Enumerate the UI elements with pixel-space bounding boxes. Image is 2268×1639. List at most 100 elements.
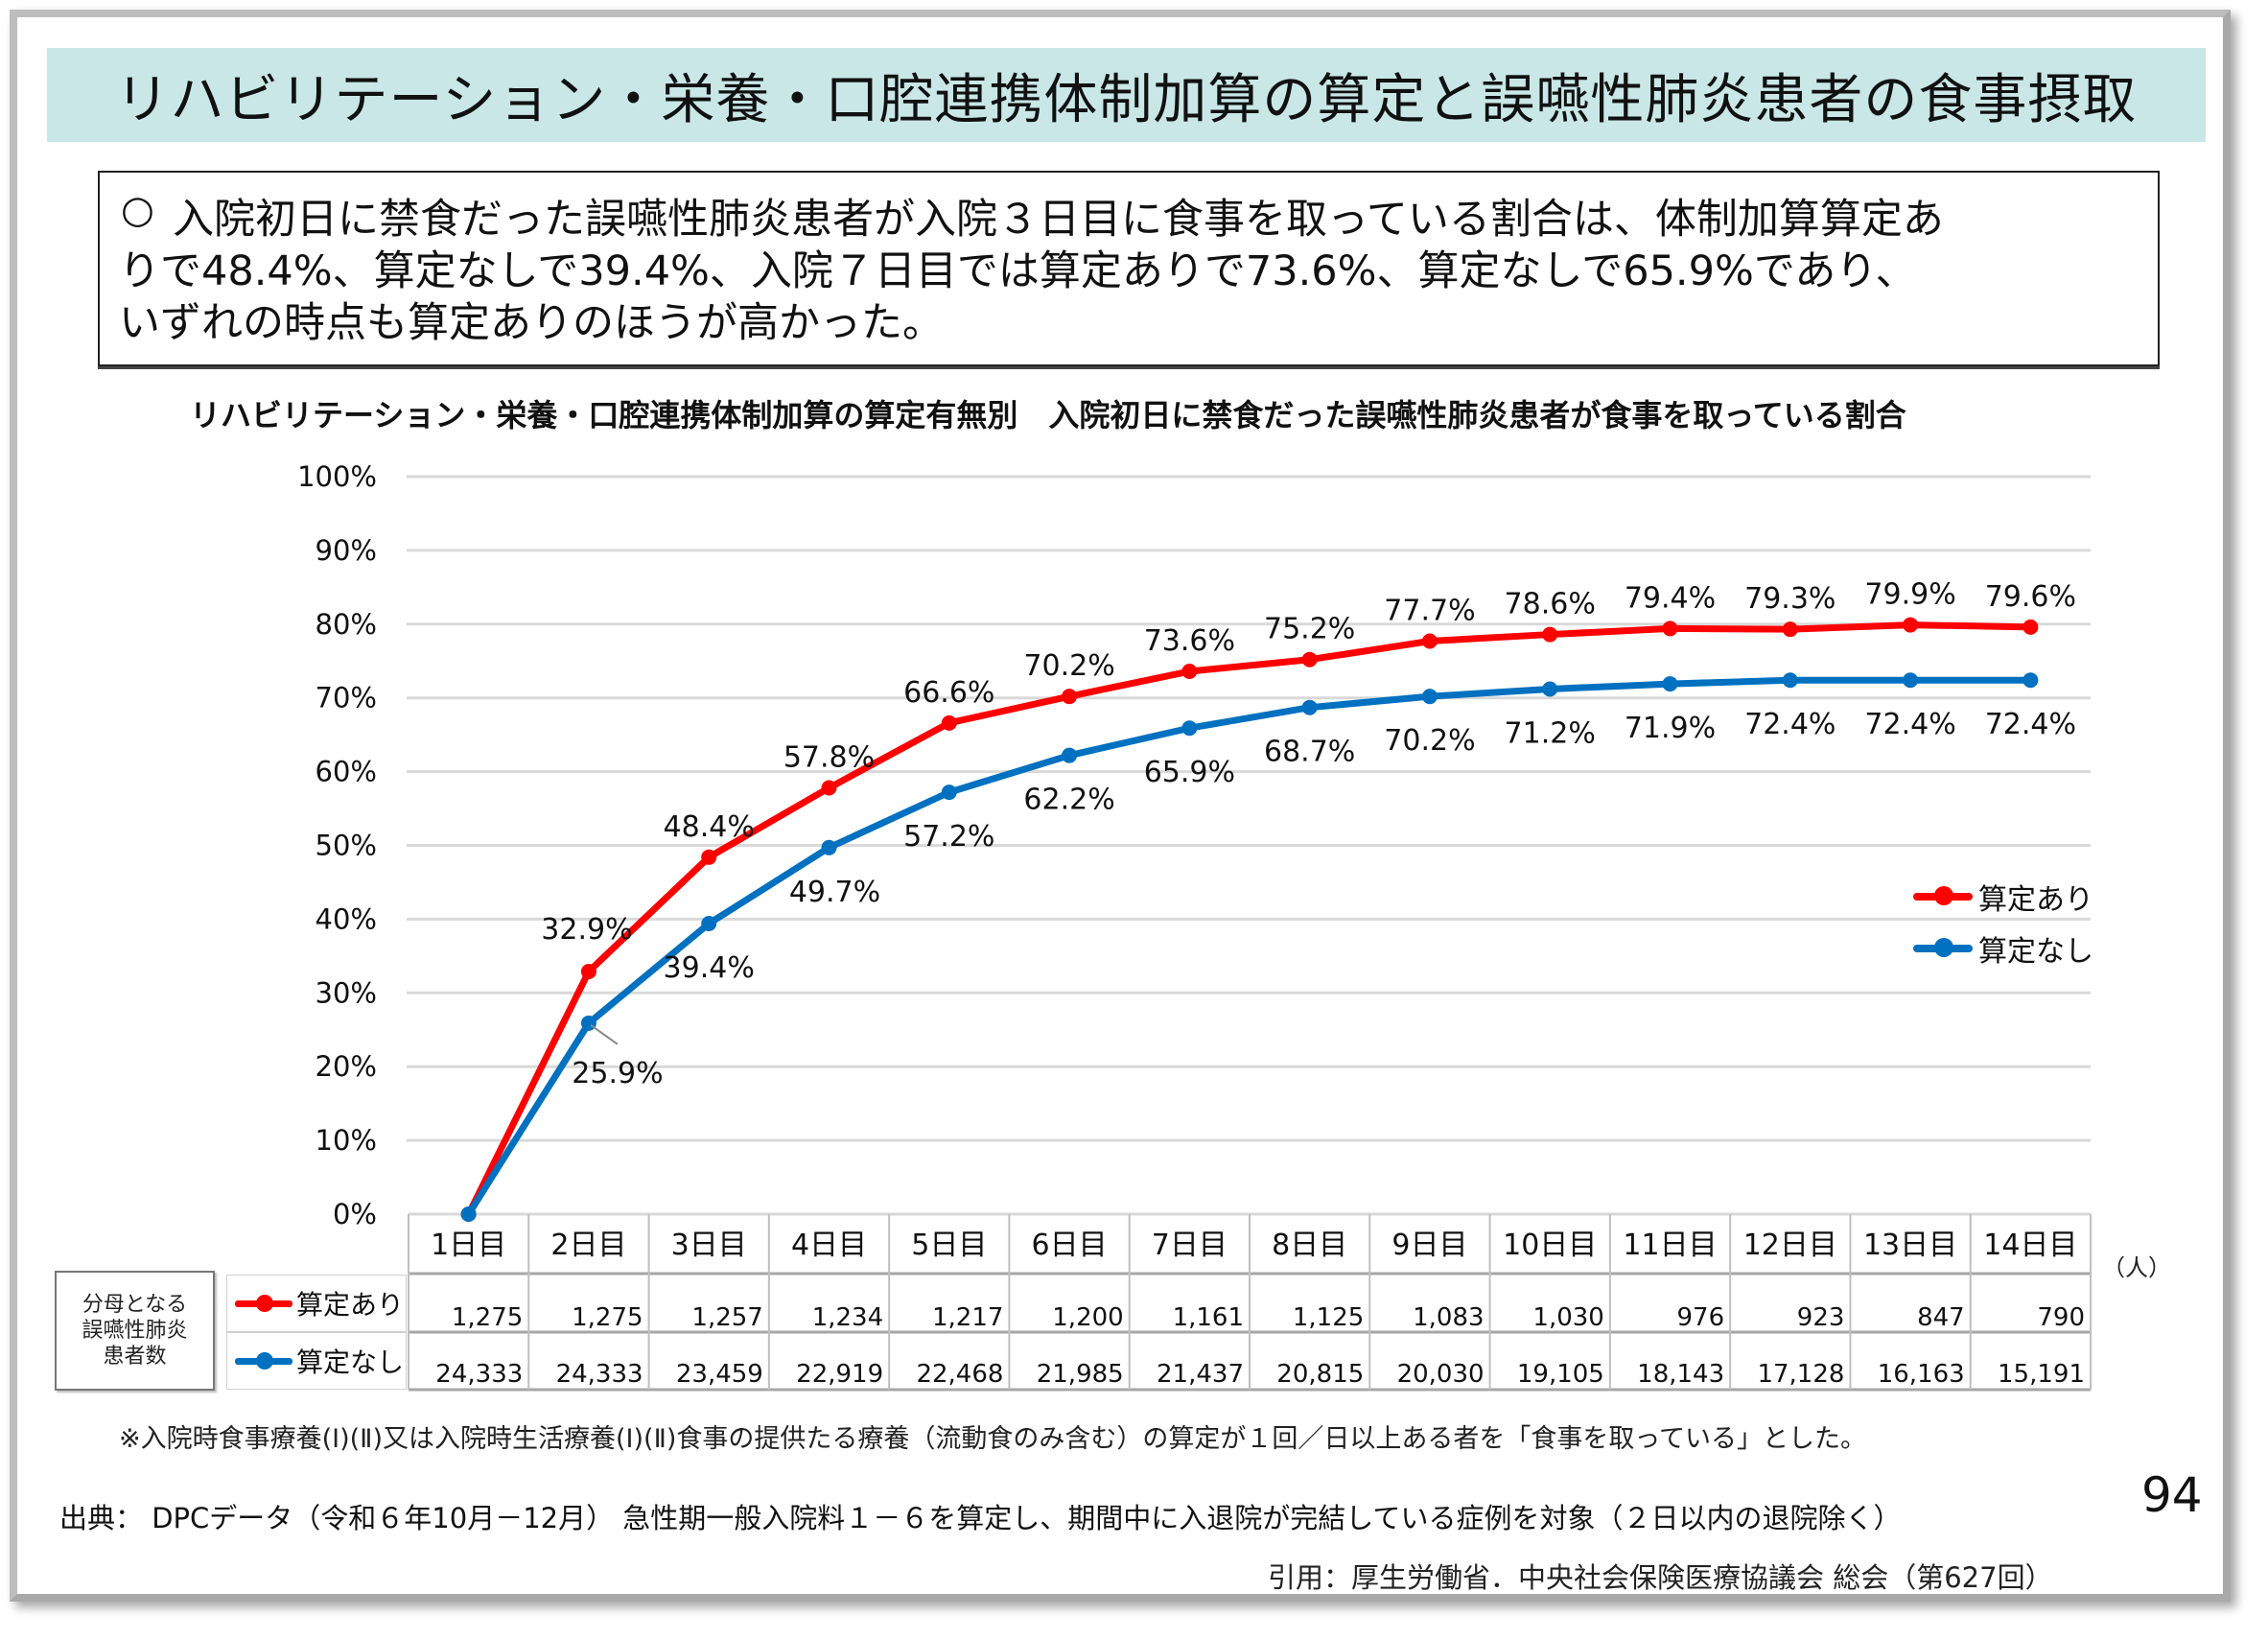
- x-category-label: 1日目: [431, 1229, 506, 1262]
- y-tick-label: 100%: [297, 460, 377, 493]
- data-label: 70.2%: [1023, 649, 1114, 683]
- data-labels: 32.9% 48.4% 57.8% 66.6% 70.2% 73.6% 75.2% 77.7%…: [541, 578, 2076, 1090]
- table-cell: 22,919: [796, 1360, 883, 1389]
- denominator-label-line-2: 誤嚥性肺炎: [82, 1319, 188, 1343]
- slide-title: リハビリテーション・栄養・口腔連携体制加算の算定と誤嚥性肺炎患者の食事摂取: [115, 68, 2138, 131]
- table-cell: 1,161: [1173, 1303, 1244, 1332]
- data-label: 72.4%: [1985, 708, 2076, 741]
- table-cell: 19,105: [1517, 1360, 1604, 1389]
- table-cell: 1,200: [1052, 1303, 1123, 1332]
- x-category-label: 14日目: [1983, 1229, 2077, 1262]
- table-cell: 1,083: [1413, 1303, 1484, 1332]
- data-point: [1782, 621, 1798, 638]
- red-line-marker-icon: [1913, 886, 1973, 905]
- data-label: 70.2%: [1384, 724, 1475, 758]
- data-point: [1542, 681, 1558, 697]
- x-category-label: 4日目: [791, 1229, 867, 1262]
- x-category-label: 6日目: [1032, 1229, 1108, 1262]
- y-tick-label: 90%: [316, 534, 377, 567]
- legend-item-with: 算定あり: [1913, 871, 2093, 923]
- data-point: [460, 1206, 477, 1222]
- data-label: 78.6%: [1505, 588, 1596, 621]
- citation: 引用：厚生労働省．中央社会保険医療協議会 総会（第627回）: [1268, 1561, 2053, 1594]
- summary-line-2: りで48.4%、算定なしで39.4%、入院７日目では算定ありで73.6%、算定な…: [119, 247, 1917, 295]
- table-row-name-without: 算定なし: [296, 1346, 405, 1378]
- data-label: 65.9%: [1144, 756, 1235, 789]
- data-label: 49.7%: [789, 876, 880, 909]
- data-label: 62.2%: [1023, 784, 1114, 817]
- data-label: 66.6%: [903, 676, 994, 710]
- table-cell: 847: [1917, 1303, 1965, 1332]
- table-row-label-without: 算定なし: [226, 1332, 407, 1390]
- table-cell: 17,128: [1757, 1360, 1844, 1389]
- data-label: 68.7%: [1264, 736, 1355, 769]
- data-label: 71.9%: [1625, 712, 1716, 745]
- y-tick-label: 30%: [316, 976, 377, 1009]
- data-label: 57.8%: [783, 741, 875, 775]
- table-cell: 1,030: [1532, 1303, 1603, 1332]
- data-label: 77.7%: [1384, 594, 1475, 627]
- source-note: 出典： DPCデータ（令和６年10月－12月） 急性期一般入院料１－６を算定し、…: [59, 1502, 1902, 1534]
- data-point: [1421, 689, 1438, 705]
- data-table-grid: [408, 1212, 2092, 1392]
- data-point: [1301, 651, 1318, 667]
- data-label: 73.6%: [1144, 624, 1235, 658]
- table-unit: （人）: [2102, 1254, 2171, 1281]
- table-row-name-with: 算定あり: [296, 1289, 405, 1321]
- x-category-label: 13日目: [1863, 1229, 1957, 1262]
- y-tick-label: 20%: [316, 1050, 377, 1083]
- x-axis-categories: 1日目 2日目 3日目 4日目 5日目 6日目 7日目 8日目 9日目 10日目 11日目 12日目 1…: [431, 1229, 2077, 1262]
- table-cell: 23,459: [676, 1360, 763, 1389]
- series-lines: [460, 617, 2039, 1222]
- data-label-leader-line: [590, 1024, 619, 1045]
- data-point: [821, 839, 837, 855]
- gridlines: [407, 475, 2091, 1142]
- legend-item-without: 算定なし: [1913, 923, 2093, 974]
- x-category-label: 10日目: [1503, 1229, 1597, 1262]
- data-point: [2022, 672, 2039, 689]
- data-label: 79.6%: [1985, 580, 2076, 614]
- x-category-label: 5日目: [911, 1229, 987, 1262]
- data-label: 57.2%: [903, 820, 994, 854]
- table-cell: 16,163: [1878, 1360, 1965, 1389]
- chart-title: リハビリテーション・栄養・口腔連携体制加算の算定有無別 入院初日に禁食だった誤嚥…: [190, 397, 1906, 433]
- series-line-with: [465, 621, 2031, 1216]
- table-cell: 24,333: [556, 1360, 643, 1389]
- data-label: 72.4%: [1864, 708, 1955, 741]
- legend-label-without: 算定なし: [1978, 935, 2093, 969]
- data-label: 71.2%: [1505, 716, 1596, 750]
- table-cell: 1,275: [572, 1303, 643, 1332]
- table-cell: 1,217: [932, 1303, 1003, 1332]
- red-line-marker-icon: [235, 1294, 292, 1312]
- data-table-cells: 1,275 1,275 1,257 1,234 1,217 1,200 1,161 1,125…: [435, 1303, 2085, 1389]
- data-point: [1662, 620, 1678, 637]
- y-tick-label: 10%: [316, 1124, 377, 1157]
- summary-line-3: いずれの時点も算定ありのほうが高かった。: [119, 299, 944, 347]
- data-point: [1181, 720, 1198, 737]
- x-category-label: 2日目: [550, 1229, 626, 1262]
- data-point: [701, 916, 717, 932]
- table-cell: 24,333: [435, 1360, 523, 1389]
- table-cell: 976: [1677, 1303, 1725, 1332]
- x-category-label: 11日目: [1623, 1229, 1717, 1262]
- table-cell: 18,143: [1637, 1360, 1724, 1389]
- y-tick-label: 60%: [316, 756, 377, 788]
- data-point: [701, 849, 717, 865]
- page-number: 94: [2141, 1467, 2203, 1523]
- data-point: [2022, 619, 2039, 635]
- table-cell: 790: [2037, 1303, 2085, 1332]
- table-cell: 15,191: [1998, 1360, 2085, 1389]
- x-category-label: 12日目: [1743, 1229, 1837, 1262]
- data-label: 48.4%: [664, 810, 755, 844]
- blue-line-marker-icon: [1913, 938, 1973, 957]
- table-cell: 1,257: [691, 1303, 762, 1332]
- footnote: ※入院時食事療養(Ⅰ)(Ⅱ)又は入院時生活療養(Ⅰ)(Ⅱ)食事の提供たる療養（流…: [119, 1424, 1867, 1454]
- data-label: 75.2%: [1264, 613, 1355, 646]
- data-label: 25.9%: [572, 1057, 663, 1090]
- y-tick-label: 70%: [316, 682, 377, 714]
- table-cell: 21,985: [1037, 1360, 1124, 1389]
- data-point: [821, 780, 837, 796]
- data-label: 32.9%: [541, 913, 632, 947]
- data-point: [1181, 664, 1198, 680]
